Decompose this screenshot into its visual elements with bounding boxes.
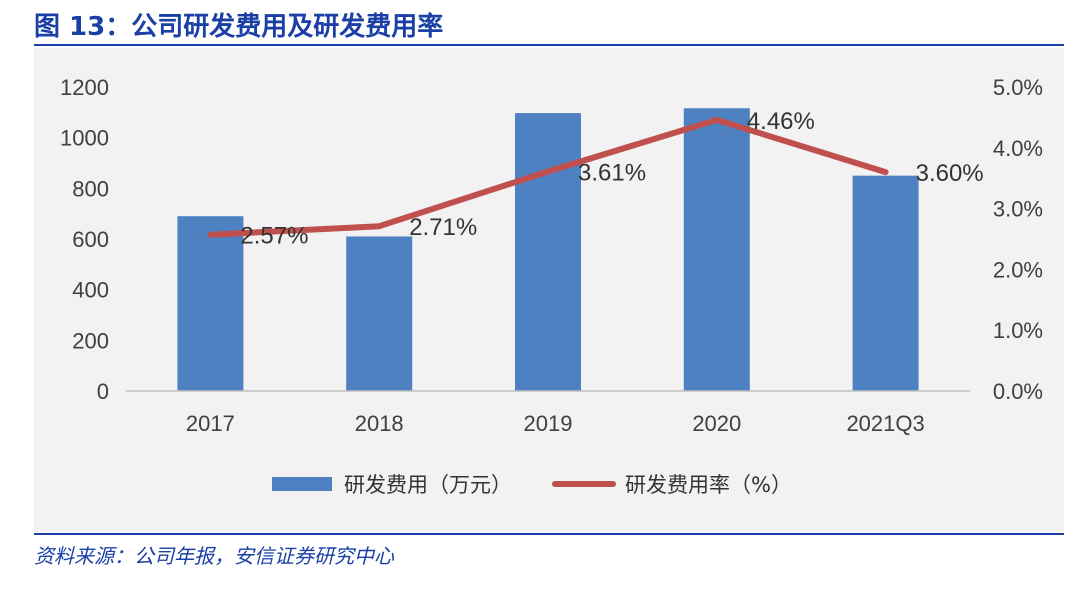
y-right-tick-label: 0.0% [993, 379, 1043, 404]
chart-title: 图 13：公司研发费用及研发费用率 [34, 12, 444, 42]
rate-data-label: 2.71% [409, 214, 477, 241]
title-divider [34, 44, 1064, 46]
y-left-tick-label: 1200 [60, 75, 109, 100]
source-note: 资料来源：公司年报，安信证券研究中心 [34, 544, 394, 568]
y-right-tick-label: 2.0% [993, 257, 1043, 282]
bar-2019 [515, 113, 581, 392]
rate-data-label: 3.60% [916, 160, 984, 187]
x-tick-label: 2021Q3 [846, 411, 924, 436]
bar-2021Q3 [852, 175, 919, 391]
rate-data-label: 3.61% [578, 160, 646, 187]
bar-2020 [683, 108, 750, 391]
rate-series-line [207, 116, 889, 238]
x-tick-label: 2019 [524, 411, 573, 436]
legend-label-bar: 研发费用（万元） [344, 473, 512, 497]
legend-swatch-bar [272, 477, 332, 491]
x-tick-label: 2017 [186, 411, 235, 436]
bar-2018 [346, 236, 413, 391]
legend-label-line: 研发费用率（%） [625, 473, 792, 497]
legend: 研发费用（万元） 研发费用率（%） [272, 473, 792, 497]
rate-data-label: 2.57% [240, 223, 308, 250]
y-left-tick-label: 200 [72, 328, 109, 353]
bar-2017 [177, 216, 244, 391]
y-right-tick-label: 5.0% [993, 75, 1043, 100]
y-left-tick-label: 0 [97, 379, 109, 404]
x-tick-label: 2020 [692, 411, 741, 436]
y-left-tick-label: 800 [72, 176, 109, 201]
source-divider [34, 533, 1064, 535]
y-right-tick-label: 1.0% [993, 318, 1043, 343]
y-right-tick-label: 3.0% [993, 197, 1043, 222]
rate-data-label: 4.46% [747, 108, 815, 135]
y-left-tick-label: 1000 [60, 126, 109, 151]
y-left-tick-label: 400 [72, 278, 109, 303]
y-left-tick-label: 600 [72, 227, 109, 252]
x-tick-label: 2018 [355, 411, 404, 436]
y-right-tick-label: 4.0% [993, 136, 1043, 161]
